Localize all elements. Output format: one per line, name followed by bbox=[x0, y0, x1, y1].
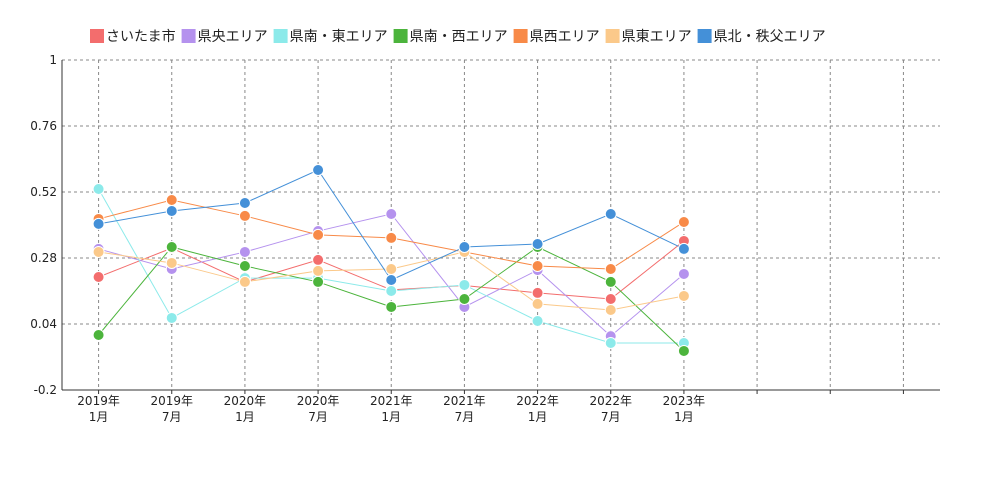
data-point bbox=[92, 182, 105, 195]
legend-label: 県南・西エリア bbox=[410, 29, 508, 45]
legend-swatch bbox=[181, 29, 196, 43]
data-point bbox=[677, 289, 690, 302]
y-tick-label: 0.52 bbox=[30, 185, 57, 199]
data-point bbox=[458, 278, 471, 291]
x-tick-label: 2021年 1月 bbox=[370, 394, 413, 424]
y-tick-label: 1 bbox=[49, 53, 57, 67]
x-tick-label: 2022年 7月 bbox=[589, 394, 632, 424]
data-point bbox=[604, 303, 617, 316]
data-point bbox=[604, 336, 617, 349]
data-point bbox=[238, 209, 251, 222]
data-point bbox=[165, 256, 178, 269]
data-point bbox=[604, 292, 617, 305]
data-point bbox=[92, 270, 105, 283]
data-point bbox=[312, 264, 325, 277]
data-point bbox=[165, 204, 178, 217]
y-tick-label: 0.04 bbox=[30, 317, 57, 331]
data-point bbox=[531, 237, 544, 250]
legend-label: さいたま市 bbox=[106, 28, 176, 45]
data-point bbox=[677, 344, 690, 357]
x-tick-label: 2020年 7月 bbox=[297, 394, 340, 424]
data-point bbox=[165, 311, 178, 324]
data-point bbox=[238, 259, 251, 272]
data-point bbox=[531, 314, 544, 327]
legend-swatch bbox=[697, 29, 712, 43]
legend-swatch bbox=[90, 29, 104, 43]
data-point bbox=[385, 300, 398, 313]
data-point bbox=[385, 231, 398, 244]
data-point bbox=[677, 215, 690, 228]
data-point bbox=[312, 253, 325, 266]
data-point bbox=[238, 197, 251, 209]
legend-label: 県東エリア bbox=[622, 29, 692, 45]
legend-swatch bbox=[273, 29, 288, 43]
data-point bbox=[165, 241, 178, 253]
data-point bbox=[531, 286, 544, 299]
data-point bbox=[385, 263, 398, 275]
x-tick-label: 2019年 7月 bbox=[150, 394, 193, 424]
x-tick-label: 2023年 1月 bbox=[663, 394, 706, 424]
legend-label: 県央エリア bbox=[198, 29, 268, 45]
data-point bbox=[531, 297, 544, 310]
legend-swatch bbox=[393, 29, 408, 43]
data-point bbox=[92, 245, 105, 258]
data-point bbox=[92, 217, 105, 230]
data-point bbox=[604, 263, 617, 275]
data-point bbox=[604, 275, 617, 288]
x-tick-label: 2022年 1月 bbox=[516, 394, 559, 424]
series-line bbox=[98, 246, 685, 352]
data-point bbox=[677, 267, 690, 280]
y-tick-label: -0.2 bbox=[34, 383, 57, 397]
data-point bbox=[458, 292, 471, 305]
data-point bbox=[312, 164, 325, 176]
data-point bbox=[458, 241, 471, 253]
data-point bbox=[165, 193, 178, 206]
legend-label: 県北・秩父エリア bbox=[714, 29, 826, 45]
data-point bbox=[92, 329, 105, 341]
y-tick-label: 0.76 bbox=[30, 119, 57, 133]
legend-label: 県南・東エリア bbox=[290, 29, 388, 45]
data-point bbox=[312, 228, 325, 241]
legend-swatch bbox=[605, 29, 620, 43]
data-point bbox=[677, 242, 690, 255]
legend-label: 県西エリア bbox=[530, 29, 600, 45]
data-point bbox=[385, 274, 398, 286]
data-point bbox=[238, 245, 251, 258]
data-point bbox=[604, 208, 617, 220]
x-tick-label: 2020年 1月 bbox=[224, 394, 267, 424]
legend-swatch bbox=[513, 29, 528, 43]
data-point bbox=[385, 208, 398, 220]
data-point bbox=[385, 285, 398, 297]
x-tick-label: 2021年 7月 bbox=[443, 394, 486, 424]
y-tick-label: 0.28 bbox=[30, 251, 57, 265]
data-point bbox=[312, 275, 325, 288]
data-point bbox=[238, 275, 251, 288]
data-point bbox=[531, 259, 544, 272]
x-tick-label: 2019年 1月 bbox=[77, 394, 120, 424]
